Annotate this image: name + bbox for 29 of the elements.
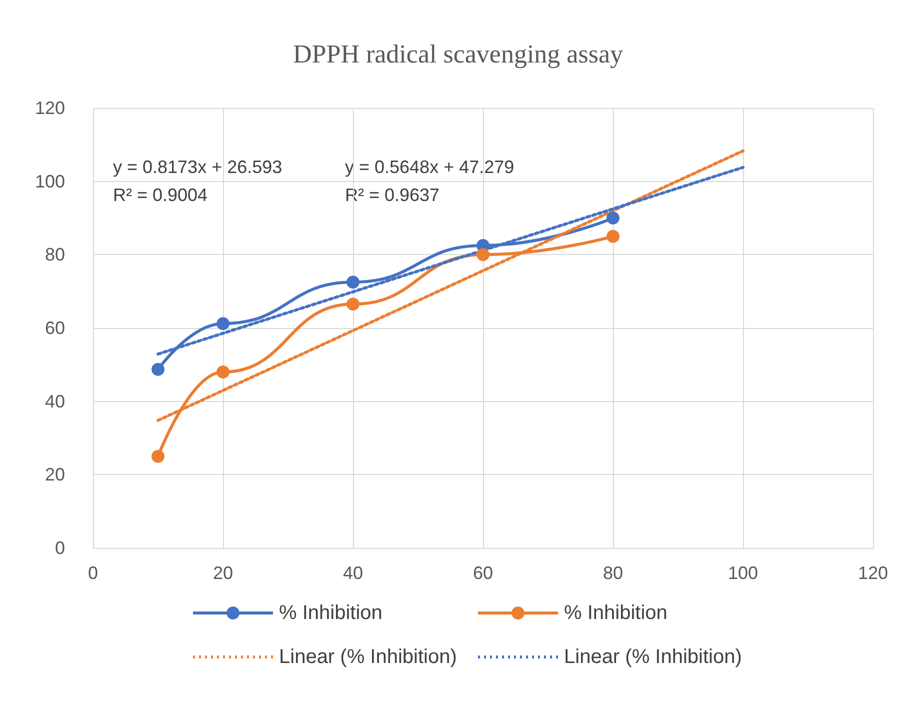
point [476, 248, 490, 262]
point [216, 317, 230, 330]
point [606, 212, 620, 224]
y-tick-label: 0 [54, 538, 65, 558]
legend-label: % Inhibition [564, 602, 668, 624]
point [346, 298, 360, 311]
x-tick-label: 20 [212, 563, 234, 583]
x-tick-label: 100 [728, 563, 758, 583]
x-tick-label: 60 [472, 563, 494, 583]
y-tick-label: 100 [34, 171, 65, 192]
y-tick-label: 40 [44, 391, 65, 412]
y-tick-label: 120 [34, 98, 65, 118]
legend-label: Linear (% Inhibition) [564, 646, 742, 668]
x-tick-label: 80 [602, 563, 624, 583]
point [152, 450, 164, 463]
legend-label: % Inhibition [279, 602, 382, 624]
point [346, 276, 360, 289]
legend-label: Linear (% Inhibition) [279, 646, 457, 668]
annotation: y = 0.8173x + 26.593 R² = 0.9004 [113, 157, 282, 205]
chart-title: DPPH radical scavenging assay [293, 40, 623, 68]
y-tick-label: 20 [44, 464, 65, 485]
point [152, 362, 164, 376]
x-tick-label: 0 [88, 563, 98, 583]
point [216, 366, 230, 378]
x-tick-label: 40 [342, 563, 364, 583]
y-tick-label: 80 [44, 244, 65, 265]
x-tick-label: 120 [858, 563, 888, 583]
y-tick-label: 60 [44, 318, 65, 338]
point [606, 230, 620, 243]
